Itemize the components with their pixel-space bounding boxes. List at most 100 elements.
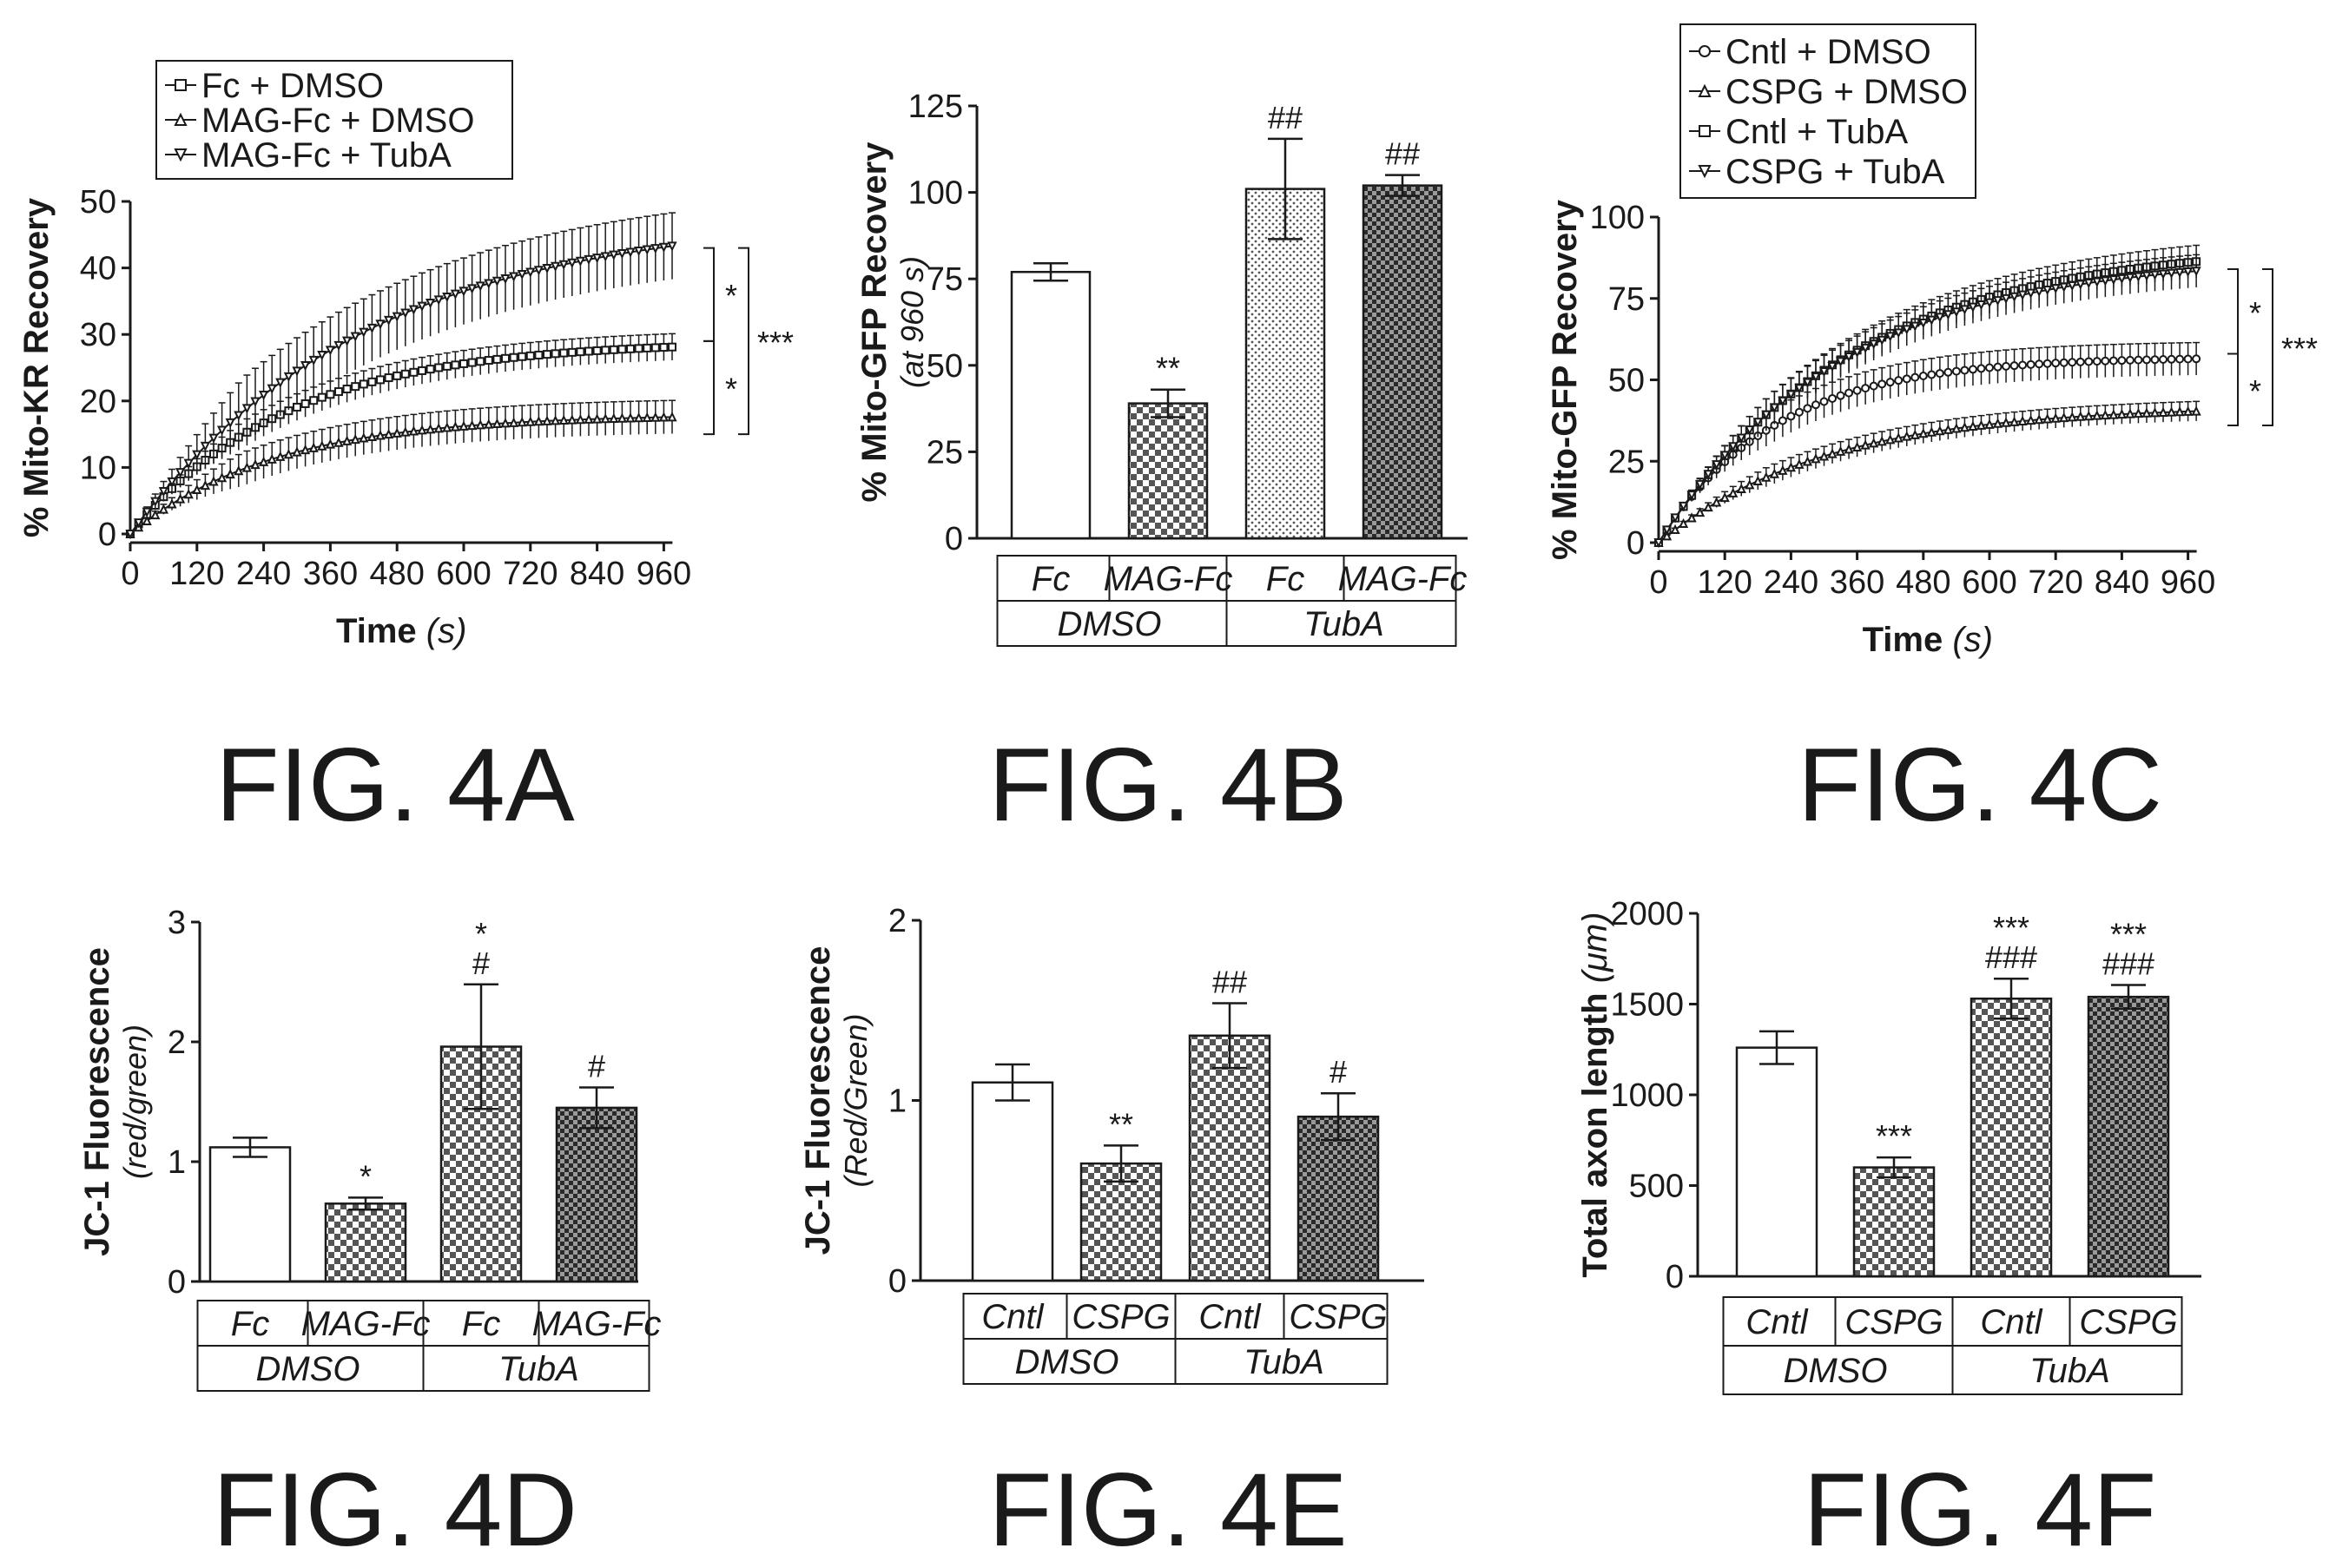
- significance-label: ***: [2110, 917, 2147, 952]
- data-point: [1670, 524, 1680, 535]
- bar: [1079, 1162, 1163, 1282]
- data-point: [1794, 384, 1805, 394]
- data-point: [216, 425, 228, 436]
- bar: [1362, 184, 1443, 540]
- significance-bracket: [738, 247, 749, 436]
- data-point: [1661, 525, 1673, 536]
- data-point: [567, 347, 577, 357]
- data-point: [317, 440, 327, 451]
- data-point: [542, 263, 552, 274]
- data-point: [133, 518, 144, 529]
- data-point: [2067, 412, 2077, 422]
- y-tick-label: 50: [80, 184, 116, 221]
- data-point: [533, 266, 544, 276]
- data-point: [1745, 425, 1755, 436]
- data-point: [451, 360, 460, 370]
- data-point: [2017, 290, 2028, 300]
- data-point: [400, 369, 410, 379]
- data-point: [1802, 456, 1813, 466]
- data-point: [558, 260, 569, 270]
- data-point: [1703, 501, 1713, 512]
- data-point: [267, 384, 277, 394]
- data-point: [417, 425, 427, 435]
- data-point: [2042, 413, 2053, 424]
- data-point: [342, 385, 352, 394]
- category-label: CSPG: [1289, 1298, 1387, 1336]
- data-point: [525, 351, 535, 360]
- data-point: [1712, 497, 1722, 507]
- data-point: [2182, 405, 2194, 416]
- significance-label: ***: [2281, 331, 2318, 366]
- data-point: [534, 350, 544, 359]
- data-point: [241, 404, 253, 414]
- legend-swatch-marker: [1698, 83, 1712, 97]
- data-point: [1910, 321, 1920, 332]
- x-tick-label: 720: [503, 556, 558, 592]
- data-point: [2133, 407, 2144, 418]
- data-point: [1976, 419, 1987, 430]
- category-label: MAG-Fc: [301, 1305, 431, 1343]
- y-tick-label: 2: [888, 903, 907, 939]
- data-point: [492, 354, 502, 364]
- data-point: [1860, 343, 1871, 354]
- data-point: [142, 515, 152, 525]
- data-point: [1943, 424, 1953, 434]
- data-point: [559, 348, 569, 358]
- series-line: [1658, 260, 2197, 544]
- data-point: [1877, 436, 1887, 446]
- data-point: [250, 458, 261, 470]
- data-point: [466, 419, 478, 431]
- y-tick-label: 1500: [1610, 987, 1684, 1024]
- series-mag-fc-dmso: [125, 399, 677, 538]
- data-point: [2018, 360, 2028, 370]
- data-point: [2083, 279, 2094, 289]
- y-tick-label: 0: [168, 1264, 186, 1301]
- significance-label: **: [1109, 1106, 1133, 1142]
- data-point: [2035, 359, 2044, 369]
- data-point: [1844, 388, 1854, 398]
- data-point: [1902, 374, 1911, 384]
- data-point: [333, 437, 344, 447]
- data-point: [576, 347, 585, 357]
- data-point: [542, 415, 552, 425]
- x-axis-title: Time (s): [336, 612, 466, 650]
- data-point: [351, 382, 360, 392]
- significance-label: ###: [2102, 946, 2154, 982]
- significance-label: *: [475, 916, 487, 952]
- data-point: [492, 276, 503, 287]
- data-point: [1926, 315, 1937, 326]
- data-point: [2083, 410, 2094, 421]
- y-axis-title: JC-1 Fluorescence: [78, 947, 116, 1256]
- data-point: [334, 387, 343, 397]
- data-point: [1943, 310, 1953, 320]
- data-point: [2108, 275, 2119, 286]
- data-point: [325, 438, 336, 449]
- data-point: [2068, 358, 2077, 367]
- data-point: [216, 471, 228, 483]
- y-tick-label: 100: [908, 175, 963, 212]
- data-point: [1836, 391, 1845, 400]
- data-point: [1959, 305, 1970, 315]
- data-point: [283, 448, 294, 459]
- data-point: [1678, 517, 1689, 529]
- data-point: [2050, 284, 2061, 294]
- figure-label-4a: FIG. 4A: [215, 727, 574, 843]
- data-point: [2166, 406, 2177, 417]
- category-label: Fc: [1266, 560, 1304, 598]
- bar: [1852, 1166, 1936, 1278]
- data-point: [1902, 431, 1912, 441]
- bar: [1127, 402, 1209, 540]
- legend-swatch-marker: [1699, 45, 1711, 57]
- y-tick-label: 75: [927, 261, 963, 298]
- data-point: [2075, 280, 2086, 290]
- x-tick-label: 600: [1962, 564, 2016, 601]
- data-point: [2034, 287, 2044, 298]
- y-tick-label: 2: [168, 1024, 186, 1061]
- category-table: Cntl CSPG Cntl CSPG DMSO TubA: [962, 1293, 1389, 1385]
- data-point: [1885, 434, 1896, 445]
- data-point: [1984, 418, 1995, 429]
- data-point: [1993, 362, 2003, 372]
- series-mag-fc-tuba: [125, 212, 677, 540]
- category-label: Cntl: [1198, 1298, 1261, 1336]
